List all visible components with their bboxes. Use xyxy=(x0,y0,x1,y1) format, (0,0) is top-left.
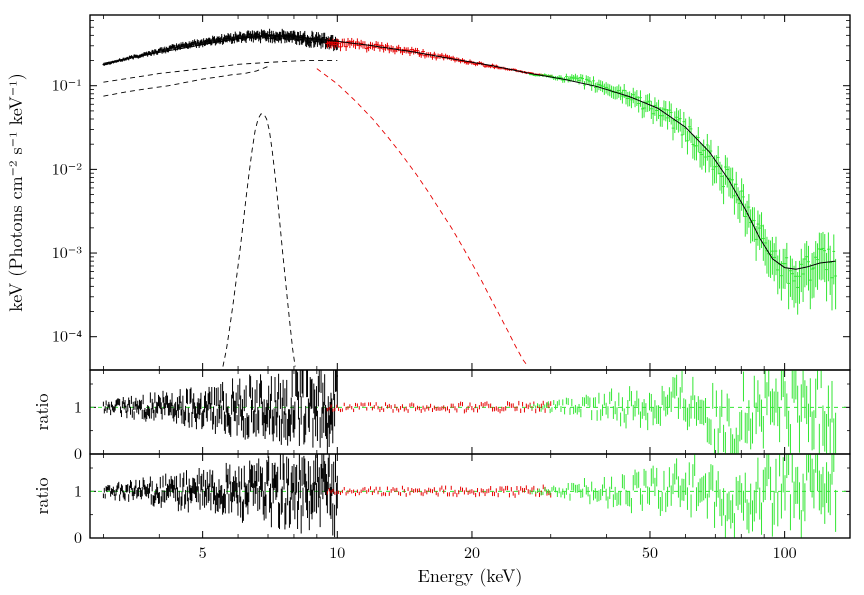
x-axis-label: Energy (keV) xyxy=(418,563,523,588)
svg-text:ratio: ratio xyxy=(29,393,54,430)
svg-text:10⁻²: 10⁻² xyxy=(52,156,82,179)
spectrum-figure: 5102050100Energy (keV)10⁻⁴10⁻³10⁻²10⁻¹ke… xyxy=(0,0,864,595)
svg-text:100: 100 xyxy=(773,540,797,563)
svg-text:10: 10 xyxy=(329,540,345,563)
svg-text:10⁻¹: 10⁻¹ xyxy=(52,73,82,96)
svg-text:1: 1 xyxy=(74,478,82,501)
svg-text:5: 5 xyxy=(199,540,207,563)
svg-text:ratio: ratio xyxy=(29,477,54,514)
svg-text:10⁻⁴: 10⁻⁴ xyxy=(52,324,82,347)
svg-text:1: 1 xyxy=(74,394,82,417)
y-axis-label-top: keV (Photons cm⁻² s⁻¹ keV⁻¹) xyxy=(3,73,28,312)
svg-text:10⁻³: 10⁻³ xyxy=(52,240,82,263)
svg-text:0: 0 xyxy=(74,441,82,464)
svg-text:20: 20 xyxy=(464,540,480,563)
svg-text:0: 0 xyxy=(74,525,82,548)
svg-text:50: 50 xyxy=(642,540,658,563)
